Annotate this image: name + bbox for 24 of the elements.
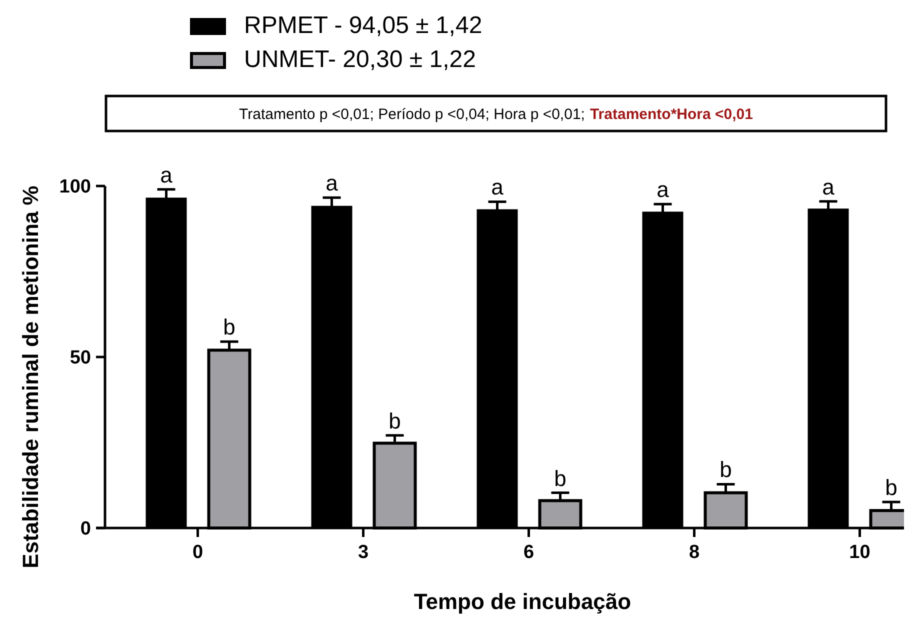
annotation: a xyxy=(491,174,504,200)
annotation: b xyxy=(554,466,566,491)
y-tick-label: 50 xyxy=(70,348,91,369)
annotation: a xyxy=(326,170,339,196)
x-tick-label: 10 xyxy=(849,542,870,563)
x-tick-label: 8 xyxy=(688,542,700,563)
annotation: a xyxy=(822,174,836,200)
annotation: b xyxy=(223,314,236,340)
legend-label: UNMET- 20,30 ± 1,22 xyxy=(244,46,476,73)
legend-label: RPMET - 94,05 ± 1,42 xyxy=(244,12,482,39)
y-axis-title: Estabilidade ruminal de metionina % xyxy=(18,186,43,568)
x-tick-label: 0 xyxy=(192,542,204,563)
y-tick-label: 100 xyxy=(59,176,91,198)
x-tick-label: 6 xyxy=(523,542,534,563)
x-tick-label: 3 xyxy=(358,542,369,563)
x-axis-title: Tempo de incubação xyxy=(414,589,632,614)
annotation: b xyxy=(388,408,401,434)
annotation: a xyxy=(160,162,174,188)
y-tick-label: 0 xyxy=(80,518,91,540)
annotation: b xyxy=(885,475,898,500)
text: Tratamento p <0,01; Período p <0,04; Hora p <0,01; xyxy=(239,106,585,123)
annotation: b xyxy=(720,457,732,482)
text: Tratamento*Hora <0,01 xyxy=(590,106,753,123)
annotation: a xyxy=(656,177,670,202)
